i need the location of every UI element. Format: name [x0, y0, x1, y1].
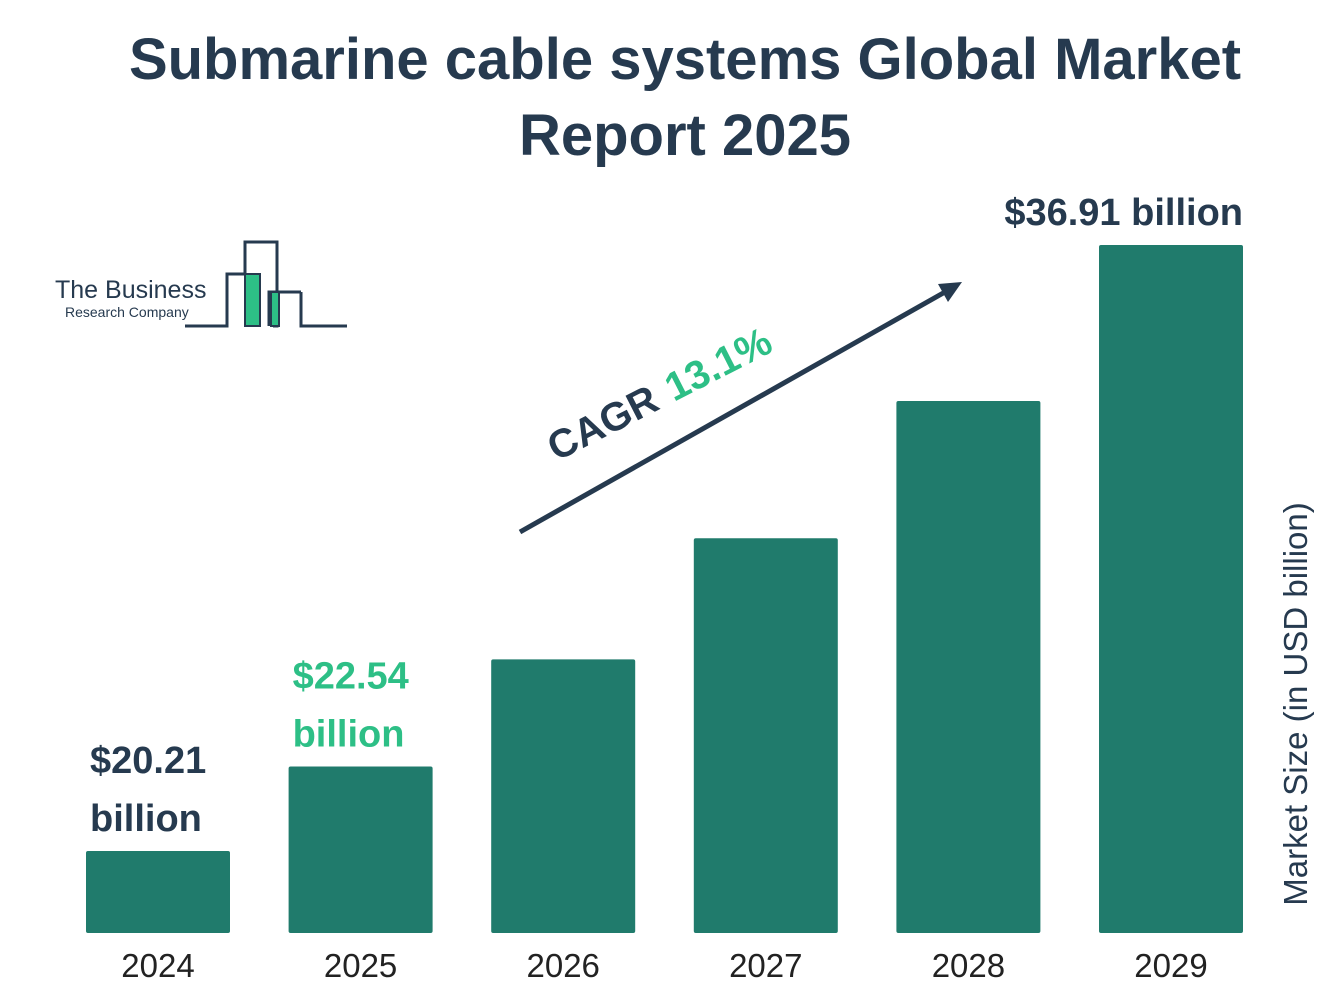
- data-label-line: $22.54: [293, 655, 409, 697]
- cagr-arrowhead-icon: [938, 282, 962, 302]
- data-label-2025: $22.54 billion: [293, 655, 409, 755]
- data-label-line: billion: [293, 713, 405, 755]
- bar-2024: [86, 850, 230, 933]
- bar-2026: [491, 659, 636, 933]
- company-logo: The Business Research Company: [55, 238, 355, 333]
- x-tick-label-2028: 2028: [932, 947, 1005, 984]
- logo-buildings-icon: [185, 240, 347, 328]
- logo-text-secondary: Research Company: [65, 304, 189, 320]
- logo-text-primary: The Business: [55, 276, 207, 304]
- x-tick-label-2024: 2024: [121, 947, 194, 984]
- data-label-line: billion: [90, 798, 202, 840]
- data-label-line: $36.91 billion: [1004, 192, 1243, 234]
- data-label-line: $20.21: [90, 740, 206, 782]
- y-axis-label: Market Size (in USD billion): [1277, 502, 1314, 906]
- cagr-arrow-line: [518, 289, 947, 535]
- bar-2025: [288, 766, 433, 933]
- x-tick-label-2029: 2029: [1134, 947, 1207, 984]
- x-tick-label-2027: 2027: [729, 947, 802, 984]
- x-tick-label-2025: 2025: [324, 947, 397, 984]
- data-label-2029: $36.91 billion: [1004, 192, 1243, 234]
- chart-title: Submarine cable systems Global Market Re…: [128, 27, 1242, 168]
- bar-2029: [1099, 245, 1243, 933]
- x-tick-label-2026: 2026: [526, 947, 599, 984]
- bar-2028: [896, 401, 1041, 933]
- data-label-2024: $20.21 billion: [90, 740, 206, 840]
- bar-2027: [693, 538, 838, 933]
